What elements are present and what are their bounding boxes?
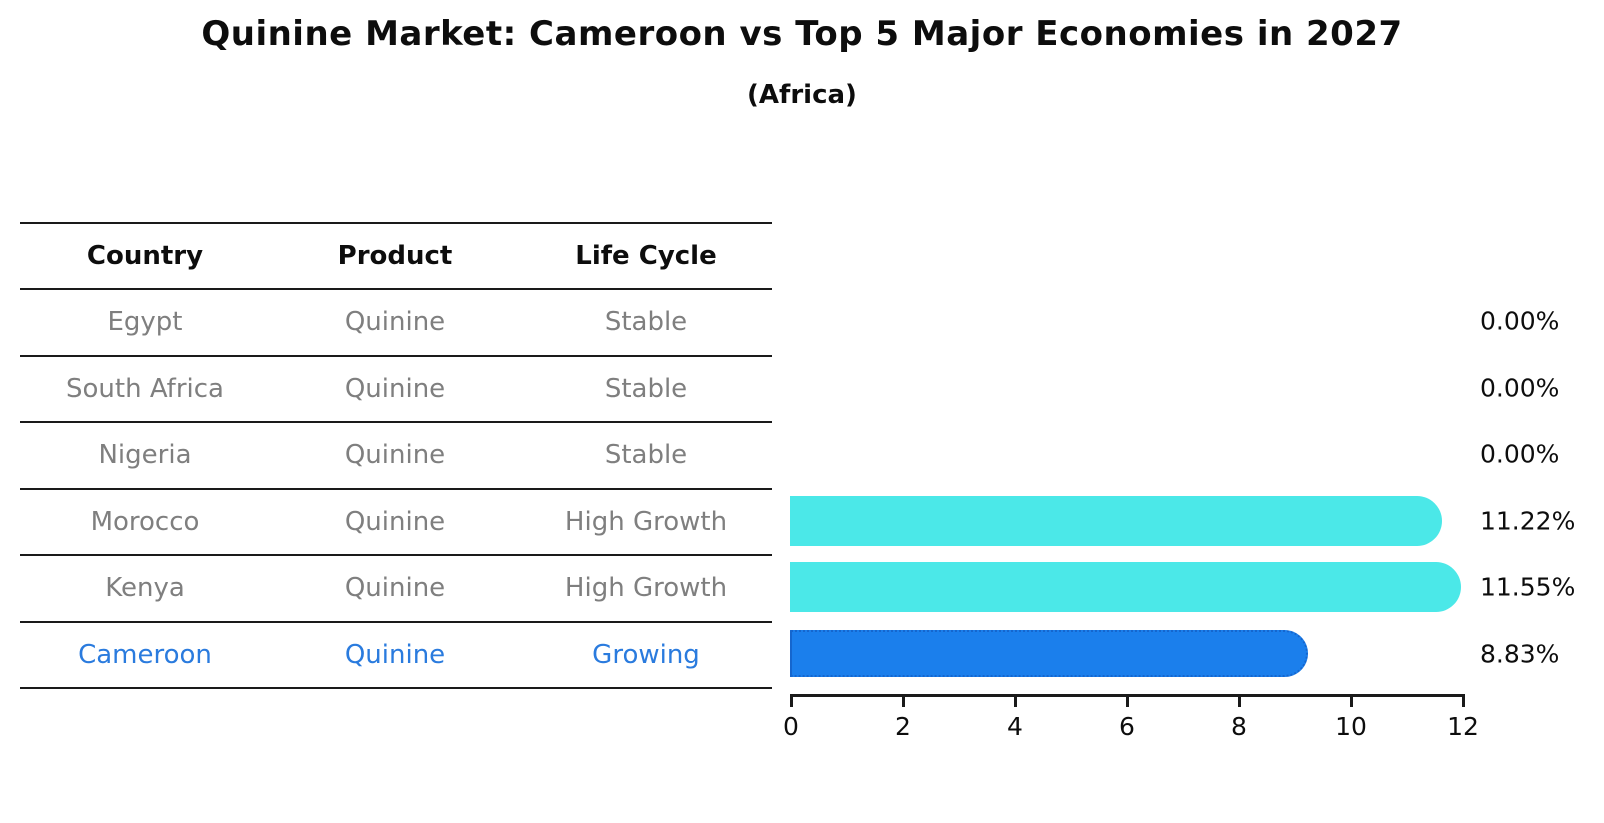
chart-subtitle: (Africa) [747,80,857,110]
x-axis-tick [1238,697,1241,707]
bar-value-label: 11.55% [1480,572,1576,602]
table-cell-life-cycle: High Growth [564,506,728,537]
table-cell-product: Quinine [344,440,446,471]
table-body: Egypt Quinine Stable South Africa Quinine Sta… [20,290,772,689]
bar-cameroon [790,630,1309,678]
x-axis-tick-label: 4 [1007,712,1023,741]
x-axis-line [790,694,1465,697]
bar-value-label: 11.22% [1480,506,1576,536]
x-axis-tick-label: 8 [1231,712,1247,741]
table-cell-product: Quinine [344,307,446,338]
x-axis-tick [790,697,793,707]
table-cell-life-cycle: Stable [604,307,688,338]
table-row: Egypt Quinine Stable [20,290,772,357]
table-cell-country: Nigeria [98,440,192,471]
table-row: Morocco Quinine High Growth [20,490,772,556]
x-axis-tick-label: 10 [1335,712,1367,741]
x-axis-tick [1350,697,1353,707]
table-cell-product: Quinine [344,506,446,537]
x-axis-tick-label: 6 [1119,712,1135,741]
x-axis-tick [902,697,905,707]
table-row: Cameroon Quinine Growing [20,623,772,689]
bar-value-label: 0.00% [1480,373,1560,403]
table-cell-product: Quinine [344,373,446,404]
bar-value-label: 0.00% [1480,306,1560,336]
table-row: Kenya Quinine High Growth [20,556,772,623]
table-cell-country: Kenya [105,573,185,604]
table-cell-life-cycle: Stable [604,373,688,404]
table-cell-life-cycle: Growing [592,639,700,670]
bar-kenya [790,562,1461,613]
table-row: South Africa Quinine Stable [20,357,772,423]
bar-value-label: 8.83% [1480,639,1560,669]
x-axis-tick-label: 12 [1447,712,1479,741]
x-axis-tick [1462,697,1465,707]
table-cell-country: South Africa [66,373,224,404]
table-row: Nigeria Quinine Stable [20,423,772,490]
x-axis-tick [1014,697,1017,707]
x-axis-tick [1126,697,1129,707]
bar-value-label: 0.00% [1480,439,1560,469]
bar-morocco [790,495,1443,546]
table-cell-country: Cameroon [78,639,212,670]
x-axis-tick-label: 0 [783,712,799,741]
table-cell-product: Quinine [344,573,446,604]
column-header-country: Country [86,241,204,271]
country-table: Country Product Life Cycle Egypt Quinine S… [20,222,772,689]
table-cell-life-cycle: Stable [604,440,688,471]
table-cell-product: Quinine [344,639,446,670]
table-header-row: Country Product Life Cycle [20,224,772,290]
column-header-life-cycle: Life Cycle [575,241,717,271]
column-header-product: Product [337,241,453,271]
table-cell-life-cycle: High Growth [564,573,728,604]
x-axis-tick-label: 2 [895,712,911,741]
chart-title: Quinine Market: Cameroon vs Top 5 Major … [201,14,1403,54]
table-cell-country: Egypt [107,307,183,338]
table-cell-country: Morocco [90,506,200,537]
